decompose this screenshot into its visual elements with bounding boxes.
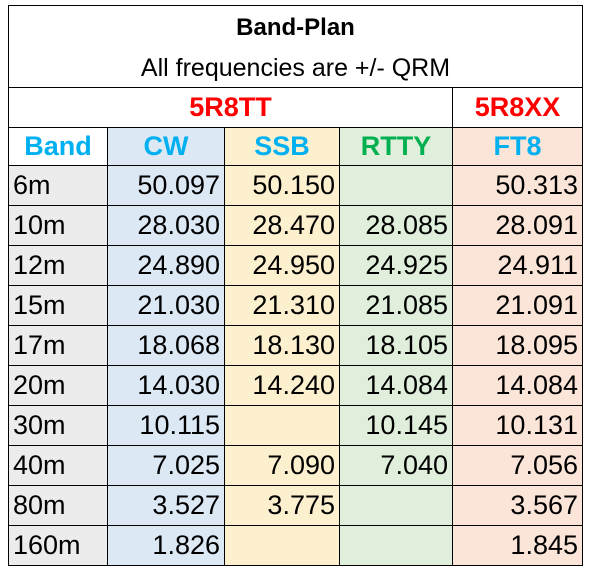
cw-frequency-cell: 18.068	[107, 325, 225, 366]
band-cell: 40m	[8, 445, 108, 486]
cw-frequency-cell: 21.030	[107, 285, 225, 326]
rtty-frequency-cell: 28.085	[339, 205, 453, 246]
band-cell: 20m	[8, 365, 108, 406]
rtty-frequency-cell: 7.040	[339, 445, 453, 486]
table-row: 80m 3.527 3.775 3.567	[8, 485, 583, 526]
band-cell: 6m	[8, 165, 108, 206]
ssb-frequency-cell	[224, 405, 340, 446]
column-header-band: Band	[8, 127, 108, 166]
cw-frequency-cell: 50.097	[107, 165, 225, 206]
table-row: 15m 21.030 21.310 21.085 21.091	[8, 285, 583, 326]
cw-frequency-cell: 7.025	[107, 445, 225, 486]
column-header-ssb: SSB	[224, 127, 340, 166]
band-cell: 10m	[8, 205, 108, 246]
column-header-cw: CW	[107, 127, 225, 166]
band-cell: 80m	[8, 485, 108, 526]
ft8-frequency-cell: 7.056	[452, 445, 583, 486]
ssb-frequency-cell: 21.310	[224, 285, 340, 326]
band-plan-table: Band-Plan All frequencies are +/- QRM 5R…	[8, 5, 583, 566]
ft8-frequency-cell: 28.091	[452, 205, 583, 246]
column-header-row: Band CW SSB RTTY FT8	[8, 127, 583, 166]
ssb-frequency-cell: 14.240	[224, 365, 340, 406]
table-title: Band-Plan	[8, 5, 583, 50]
subtitle-row: All frequencies are +/- QRM	[8, 49, 583, 88]
table-row: 20m 14.030 14.240 14.084 14.084	[8, 365, 583, 406]
band-cell: 160m	[8, 525, 108, 566]
ft8-frequency-cell: 3.567	[452, 485, 583, 526]
rtty-frequency-cell: 18.105	[339, 325, 453, 366]
station-row: 5R8TT 5R8XX	[8, 87, 583, 128]
cw-frequency-cell: 10.115	[107, 405, 225, 446]
rtty-frequency-cell: 24.925	[339, 245, 453, 286]
table-row: 40m 7.025 7.090 7.040 7.056	[8, 445, 583, 486]
cw-frequency-cell: 28.030	[107, 205, 225, 246]
rtty-frequency-cell: 21.085	[339, 285, 453, 326]
table-row: 10m 28.030 28.470 28.085 28.091	[8, 205, 583, 246]
table-row: 6m 50.097 50.150 50.313	[8, 165, 583, 206]
table-row: 17m 18.068 18.130 18.105 18.095	[8, 325, 583, 366]
ft8-frequency-cell: 10.131	[452, 405, 583, 446]
ft8-frequency-cell: 24.911	[452, 245, 583, 286]
band-cell: 15m	[8, 285, 108, 326]
ft8-frequency-cell: 14.084	[452, 365, 583, 406]
rtty-frequency-cell: 10.145	[339, 405, 453, 446]
band-cell: 30m	[8, 405, 108, 446]
rtty-frequency-cell	[339, 165, 453, 206]
cw-frequency-cell: 3.527	[107, 485, 225, 526]
rtty-frequency-cell	[339, 485, 453, 526]
table-row: 160m 1.826 1.845	[8, 525, 583, 566]
ssb-frequency-cell: 7.090	[224, 445, 340, 486]
ft8-frequency-cell: 1.845	[452, 525, 583, 566]
ssb-frequency-cell: 28.470	[224, 205, 340, 246]
band-cell: 12m	[8, 245, 108, 286]
ssb-frequency-cell	[224, 525, 340, 566]
ft8-frequency-cell: 18.095	[452, 325, 583, 366]
column-header-ft8: FT8	[452, 127, 583, 166]
column-header-rtty: RTTY	[339, 127, 453, 166]
ft8-frequency-cell: 50.313	[452, 165, 583, 206]
table-row: 30m 10.115 10.145 10.131	[8, 405, 583, 446]
band-cell: 17m	[8, 325, 108, 366]
station-label-5r8tt: 5R8TT	[8, 87, 453, 128]
table-row: 12m 24.890 24.950 24.925 24.911	[8, 245, 583, 286]
rtty-frequency-cell	[339, 525, 453, 566]
title-row: Band-Plan	[8, 5, 583, 50]
ssb-frequency-cell: 18.130	[224, 325, 340, 366]
cw-frequency-cell: 14.030	[107, 365, 225, 406]
ssb-frequency-cell: 24.950	[224, 245, 340, 286]
ssb-frequency-cell: 3.775	[224, 485, 340, 526]
cw-frequency-cell: 1.826	[107, 525, 225, 566]
ft8-frequency-cell: 21.091	[452, 285, 583, 326]
rtty-frequency-cell: 14.084	[339, 365, 453, 406]
table-subtitle: All frequencies are +/- QRM	[8, 49, 583, 88]
station-label-5r8xx: 5R8XX	[452, 87, 583, 128]
ssb-frequency-cell: 50.150	[224, 165, 340, 206]
cw-frequency-cell: 24.890	[107, 245, 225, 286]
